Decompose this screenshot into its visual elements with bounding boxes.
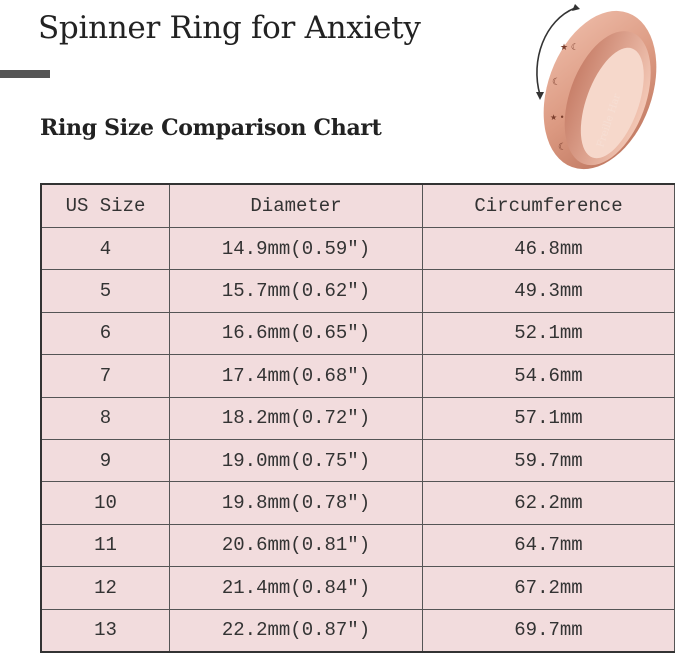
circumference-cell: 52.1mm [422, 311, 675, 356]
us-size-cell: 9 [40, 438, 170, 483]
circumference-cell: 57.1mm [422, 396, 675, 440]
circumference-cell: 67.2mm [422, 566, 675, 610]
us-size-cell: 8 [40, 396, 170, 440]
us-size-cell: 11 [40, 523, 170, 568]
column-header-circumference: Circumference [422, 183, 675, 228]
chart-subtitle: Ring Size Comparison Chart [40, 115, 382, 141]
diameter-cell: 21.4mm(0.84″) [169, 566, 423, 610]
spinner-ring-image: ★ ☾ ☾ ★ • ☾ Freille Har [536, 4, 657, 170]
diameter-cell: 17.4mm(0.68″) [169, 354, 423, 398]
table-header-row: US Size Diameter Circumference [40, 183, 675, 228]
ring-size-table: US Size Diameter Circumference 4 14.9mm(0… [40, 183, 675, 653]
page-title: Spinner Ring for Anxiety [38, 10, 421, 46]
circumference-cell: 62.2mm [422, 481, 675, 525]
us-size-cell: 12 [40, 566, 170, 610]
table-row: 6 16.6mm(0.65″) 52.1mm [40, 311, 675, 356]
diameter-cell: 18.2mm(0.72″) [169, 396, 423, 440]
diameter-cell: 19.0mm(0.75″) [169, 438, 423, 483]
diameter-cell: 20.6mm(0.81″) [169, 523, 423, 568]
table-row: 9 19.0mm(0.75″) 59.7mm [40, 438, 675, 483]
circumference-cell: 54.6mm [422, 354, 675, 398]
us-size-cell: 13 [40, 608, 170, 653]
circumference-cell: 64.7mm [422, 523, 675, 568]
diameter-cell: 16.6mm(0.65″) [169, 311, 423, 356]
circumference-cell: 59.7mm [422, 438, 675, 483]
diameter-cell: 14.9mm(0.59″) [169, 226, 423, 271]
diameter-cell: 22.2mm(0.87″) [169, 608, 423, 653]
us-size-cell: 4 [40, 226, 170, 271]
svg-text:★ ☾: ★ ☾ [560, 43, 579, 53]
table-row: 11 20.6mm(0.81″) 64.7mm [40, 523, 675, 568]
table-row: 7 17.4mm(0.68″) 54.6mm [40, 354, 675, 398]
circumference-cell: 49.3mm [422, 269, 675, 313]
svg-text:☾: ☾ [558, 142, 567, 153]
accent-bar [0, 70, 50, 78]
svg-text:☾: ☾ [552, 77, 561, 88]
us-size-cell: 5 [40, 269, 170, 313]
column-header-us-size: US Size [40, 183, 170, 228]
us-size-cell: 6 [40, 311, 170, 356]
diameter-cell: 15.7mm(0.62″) [169, 269, 423, 313]
us-size-cell: 10 [40, 481, 170, 525]
table-row: 4 14.9mm(0.59″) 46.8mm [40, 226, 675, 271]
rotate-arrow-icon [536, 7, 576, 96]
svg-text:★ •: ★ • [550, 113, 564, 122]
us-size-cell: 7 [40, 354, 170, 398]
circumference-cell: 69.7mm [422, 608, 675, 653]
table-row: 8 18.2mm(0.72″) 57.1mm [40, 396, 675, 440]
table-row: 5 15.7mm(0.62″) 49.3mm [40, 269, 675, 313]
table-row: 13 22.2mm(0.87″) 69.7mm [40, 608, 675, 653]
table-row: 10 19.8mm(0.78″) 62.2mm [40, 481, 675, 525]
circumference-cell: 46.8mm [422, 226, 675, 271]
column-header-diameter: Diameter [169, 183, 423, 228]
table-row: 12 21.4mm(0.84″) 67.2mm [40, 566, 675, 610]
diameter-cell: 19.8mm(0.78″) [169, 481, 423, 525]
